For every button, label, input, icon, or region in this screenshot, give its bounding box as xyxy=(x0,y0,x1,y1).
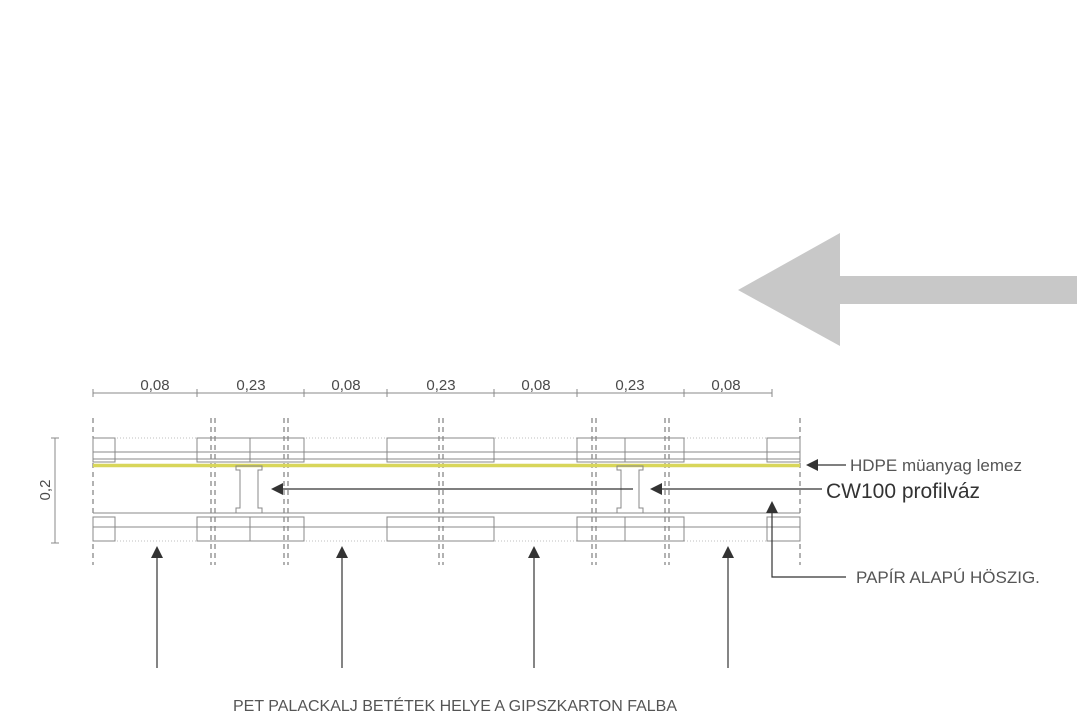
paper-leader xyxy=(766,501,846,578)
dim-width-6: 0,23 xyxy=(615,377,644,394)
dim-width-5: 0,08 xyxy=(521,377,550,394)
pet-arrows xyxy=(151,546,734,668)
pet-arrow-icon xyxy=(336,546,348,668)
cw-profile-left xyxy=(235,465,263,514)
pet-arrow-icon xyxy=(722,546,734,668)
hdpe-label: HDPE müanyag lemez xyxy=(850,456,1022,475)
dim-width-4: 0,23 xyxy=(426,377,455,394)
paper-label: PAPÍR ALAPÚ HÖSZIG. xyxy=(856,568,1040,587)
hdpe-leader xyxy=(806,459,846,471)
dim-width-7: 0,08 xyxy=(711,377,740,394)
left-arrow-icon xyxy=(738,233,1077,346)
dimension-chain: 0,08 0,23 0,08 0,23 0,08 0,23 0,08 xyxy=(92,377,773,397)
cw100-label: CW100 profilváz xyxy=(826,480,980,503)
dim-width-2: 0,23 xyxy=(236,377,265,394)
dim-height: 0,2 xyxy=(37,480,54,501)
axis-lines xyxy=(92,418,801,565)
cw-profile-right xyxy=(616,465,644,514)
top-board-layer xyxy=(92,437,801,463)
dim-width-3: 0,08 xyxy=(331,377,360,394)
dim-width-1: 0,08 xyxy=(140,377,169,394)
pet-label: PET PALACKALJ BETÉTEK HELYE A GIPSZKARTO… xyxy=(233,696,677,715)
pet-arrow-icon xyxy=(151,546,163,668)
bottom-board-layer xyxy=(92,512,801,542)
height-dimension: 0,2 xyxy=(37,437,59,544)
pet-arrow-icon xyxy=(528,546,540,668)
cw100-leader xyxy=(271,483,822,495)
